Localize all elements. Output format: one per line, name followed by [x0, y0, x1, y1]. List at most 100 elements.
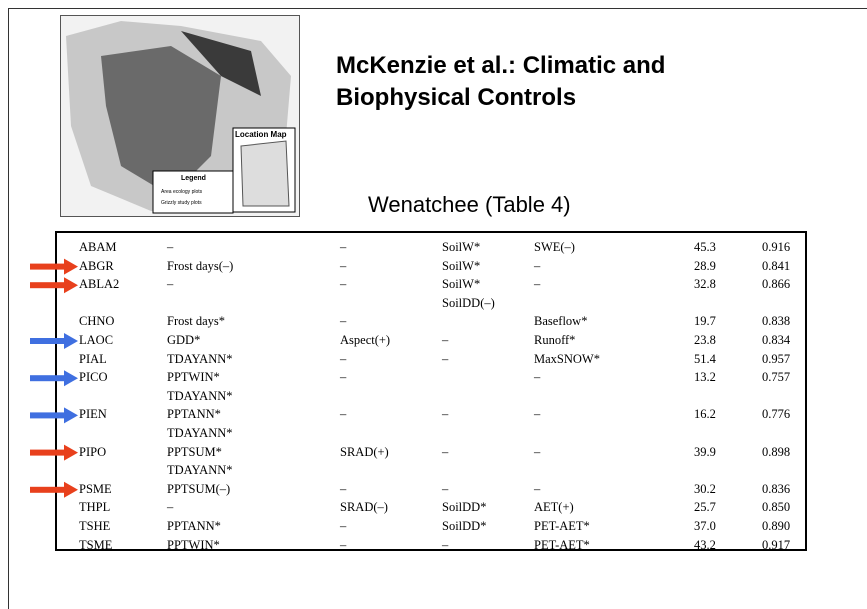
table-cell: LAOC — [79, 333, 114, 347]
table-cell: – — [167, 240, 174, 254]
table-cell: 0.776 — [762, 407, 791, 422]
legend-title: Legend — [181, 175, 206, 182]
table-cell: – — [340, 240, 347, 254]
table-cell: TDAYANN* — [167, 351, 233, 366]
table-cell: 0.898 — [762, 444, 791, 459]
table-cell: – — [167, 500, 174, 515]
table-cell: SWE(–) — [534, 240, 575, 254]
table-cell: 25.7 — [694, 500, 716, 515]
map-drawing: Location Map Legend Area ecology plots G… — [66, 21, 296, 214]
table-cell: 19.7 — [694, 314, 716, 329]
table-cell: PPTANN* — [167, 407, 221, 422]
table-cell: AET(+) — [534, 500, 574, 515]
table-cell: – — [340, 481, 347, 496]
table-cell: PIPO — [79, 444, 107, 459]
table-cell: – — [534, 277, 541, 292]
table-cell: CHNO — [79, 314, 115, 329]
table-cell: – — [442, 333, 449, 347]
table-cell: PET-AET* — [534, 537, 590, 552]
table-cell: 39.9 — [694, 444, 716, 459]
table-cell: THPL — [79, 500, 111, 515]
table-cell: – — [340, 519, 347, 533]
subtitle: Wenatchee (Table 4) — [368, 192, 571, 217]
plots — [181, 31, 261, 96]
table-cell: 43.2 — [694, 537, 716, 552]
table-cell: GDD* — [167, 333, 201, 347]
table-cell: 0.757 — [762, 370, 791, 385]
table-cell: ABAM — [79, 240, 117, 254]
inset-title: Location Map — [235, 130, 287, 139]
table-cell: 51.4 — [694, 351, 716, 366]
table-cell: – — [442, 407, 449, 422]
table-cell: 0.957 — [762, 351, 791, 366]
table-cell: – — [442, 481, 449, 496]
table-cell: – — [340, 370, 347, 385]
table-cell: SoilW* — [442, 258, 481, 273]
table: ABAM – – SoilW* SWE(–) 45.3 0.916 ABGR Frost day… — [55, 231, 807, 552]
table-cell: PSME — [79, 481, 112, 496]
table-cell: – — [442, 351, 449, 366]
title: McKenzie et al.: Climatic and — [336, 52, 666, 79]
table-cell: PPTWIN* — [167, 537, 220, 552]
table-cell: 0.917 — [762, 537, 791, 552]
table-cell: – — [340, 314, 347, 329]
table-cell: – — [534, 370, 541, 385]
table-cell: PIAL — [79, 351, 107, 366]
table-cell: SRAD(+) — [340, 444, 389, 459]
table-cell: SoilDD* — [442, 519, 487, 533]
table-cell: TDAYANN* — [167, 426, 233, 440]
table-cell: – — [340, 277, 347, 292]
table-cell: 0.890 — [762, 519, 791, 533]
table-cell: 13.2 — [694, 370, 716, 385]
table-cell: PET-AET* — [534, 519, 590, 533]
legend-item: Grizzly study plots — [161, 200, 202, 206]
table-cell: PPTANN* — [167, 519, 221, 533]
table-cell: ABLA2 — [79, 277, 120, 292]
table-cell: 32.8 — [694, 277, 716, 292]
slide — [8, 8, 867, 609]
table-cell: TSME — [79, 537, 113, 552]
table-cell: PPTWIN* — [167, 370, 220, 385]
map-image: Location Map Legend Area ecology plots G… — [60, 15, 300, 217]
table-cell: ABGR — [79, 258, 114, 273]
table-cell: – — [534, 444, 541, 459]
table-cell: 0.866 — [762, 277, 791, 292]
table-cell: – — [442, 444, 449, 459]
table-cell: Frost days(–) — [167, 258, 234, 273]
table-cell: – — [340, 351, 347, 366]
table-cell: PPTSUM(–) — [167, 481, 231, 496]
table-cell: – — [340, 258, 347, 273]
table-cell: 0.834 — [762, 333, 791, 347]
table-cell: 28.9 — [694, 258, 716, 273]
table-cell: – — [534, 481, 541, 496]
table-cell: 37.0 — [694, 519, 716, 533]
table-cell: Baseflow* — [534, 314, 588, 329]
inset-map — [240, 140, 290, 207]
table-cell: – — [167, 277, 174, 292]
table-cell: 30.2 — [694, 481, 716, 496]
table-cell: SoilW* — [442, 240, 481, 254]
table-cell: TSHE — [79, 519, 111, 533]
plots — [101, 46, 221, 196]
table-cell: TDAYANN* — [167, 463, 233, 478]
table-cell: – — [340, 537, 347, 552]
table-cell: 0.841 — [762, 258, 791, 273]
table-cell: – — [340, 407, 347, 422]
title: Biophysical Controls — [336, 84, 577, 111]
table-cell: SoilDD* — [442, 500, 487, 515]
legend-item: Area ecology plots — [161, 189, 203, 195]
table-cell: 45.3 — [694, 240, 716, 254]
table-cell: SoilW* — [442, 277, 481, 292]
table-cell: TDAYANN* — [167, 388, 233, 403]
table-cell: 16.2 — [694, 407, 716, 422]
table-cell: Runoff* — [534, 333, 576, 347]
table-cell: 0.850 — [762, 500, 791, 515]
legend-box — [152, 170, 234, 214]
table-cell: SRAD(–) — [340, 500, 388, 515]
table-cell: PICO — [79, 370, 108, 385]
table-cell: – — [534, 407, 541, 422]
table-cell: 23.8 — [694, 333, 716, 347]
table-cell: Frost days* — [167, 314, 225, 329]
table-cell: 0.836 — [762, 481, 791, 496]
table-cell: Aspect(+) — [340, 333, 391, 347]
